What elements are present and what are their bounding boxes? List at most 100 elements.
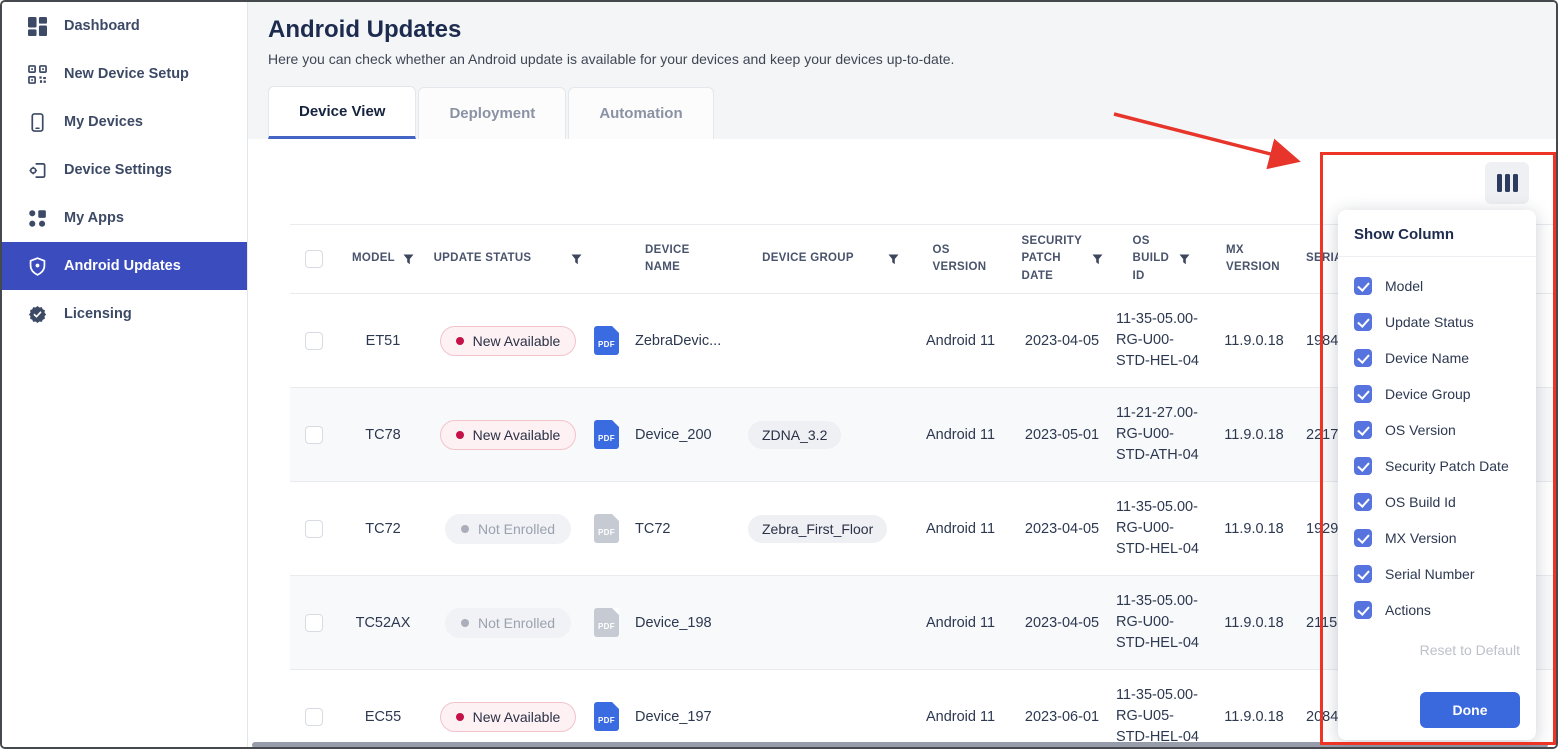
pdf-report-icon[interactable]: PDF [594,420,619,449]
tab-device-view[interactable]: Device View [268,86,417,139]
model-cell: TC78 [365,426,401,443]
status-dot-icon [455,712,464,721]
row-checkbox[interactable] [305,707,323,726]
qr-code-icon [26,63,48,85]
table-row[interactable]: TC78 New Available PDF Device_200 ZDNA_3.… [290,388,1556,482]
column-option-model[interactable]: Model [1354,268,1520,304]
apps-icon [26,207,48,229]
column-option-os-version[interactable]: OS Version [1354,412,1520,448]
status-dot-icon [455,430,464,439]
sidebar-item-my-apps[interactable]: My Apps [2,194,247,242]
column-header-update-status: UPDATE STATUS [433,252,532,265]
device-name-cell[interactable]: TC72 [635,520,671,537]
filter-icon[interactable] [571,254,582,265]
column-option-update-status[interactable]: Update Status [1354,304,1520,340]
os-build-cell: 11-35-05.00-RG-U00-STD-HEL-04 [1116,592,1199,651]
tab-automation[interactable]: Automation [568,87,714,139]
filter-icon[interactable] [1179,254,1190,265]
sidebar-item-device-settings[interactable]: Device Settings [2,146,247,194]
column-option-device-group[interactable]: Device Group [1354,376,1520,412]
phone-icon [26,111,48,133]
status-badge: New Available [439,419,577,450]
column-option-os-build-id[interactable]: OS Build Id [1354,484,1520,520]
checkbox-checked-icon[interactable] [1354,421,1372,439]
reset-to-default-link[interactable]: Reset to Default [1419,642,1520,658]
horizontal-scrollbar[interactable] [252,742,1548,747]
model-cell: TC52AX [355,614,411,631]
checkbox-checked-icon[interactable] [1354,277,1372,295]
tab-bar: Device View Deployment Automation [268,86,716,139]
license-badge-icon [26,303,48,325]
checkbox-checked-icon[interactable] [1354,565,1372,583]
pdf-report-icon[interactable]: PDF [594,702,619,731]
column-header-mx-version: MX VERSION [1226,243,1280,273]
sidebar: Dashboard New Device Setup My Devices De… [2,2,248,747]
checkbox-checked-icon[interactable] [1354,349,1372,367]
row-checkbox[interactable] [305,613,323,632]
patch-date-cell: 2023-06-01 [1024,708,1100,725]
pdf-report-icon[interactable]: PDF [594,326,619,355]
status-dot-icon [460,618,469,627]
mx-version-cell: 11.9.0.18 [1224,708,1284,725]
sidebar-item-android-updates[interactable]: Android Updates [2,242,247,290]
device-name-cell[interactable]: ZebraDevic... [635,332,722,349]
sidebar-item-label: Android Updates [64,258,181,274]
shield-icon [26,255,48,277]
column-option-actions[interactable]: Actions [1354,592,1520,628]
device-name-cell[interactable]: Device_198 [635,614,712,631]
os-build-cell: 11-35-05.00-RG-U05-STD-HEL-04 [1116,686,1199,745]
row-checkbox[interactable] [305,519,323,538]
os-version-cell: Android 11 [925,520,996,537]
done-button[interactable]: Done [1420,692,1520,728]
column-option-device-name[interactable]: Device Name [1354,340,1520,376]
checkbox-checked-icon[interactable] [1354,457,1372,475]
sidebar-item-label: Dashboard [64,18,140,34]
patch-date-cell: 2023-04-05 [1024,520,1100,537]
checkbox-checked-icon[interactable] [1354,529,1372,547]
column-header-model: MODEL [351,252,396,265]
filter-icon[interactable] [888,254,899,265]
status-badge: Not Enrolled [444,607,572,638]
sidebar-item-new-device-setup[interactable]: New Device Setup [2,50,247,98]
checkbox-checked-icon[interactable] [1354,313,1372,331]
filter-icon[interactable] [1092,254,1103,265]
row-checkbox[interactable] [305,425,323,444]
status-dot-icon [460,524,469,533]
model-cell: ET51 [365,332,401,349]
row-checkbox[interactable] [305,331,323,350]
checkbox-checked-icon[interactable] [1354,493,1372,511]
device-group-chip: ZDNA_3.2 [748,420,842,449]
column-header-security-patch: SECURITY PATCH DATE [1021,235,1082,282]
sidebar-item-label: Device Settings [64,162,172,178]
device-gear-icon [26,159,48,181]
sidebar-item-dashboard[interactable]: Dashboard [2,2,247,50]
table-row[interactable]: EC55 New Available PDF Device_197 Android… [290,670,1556,747]
mx-version-cell: 11.9.0.18 [1224,332,1284,349]
patch-date-cell: 2023-05-01 [1024,426,1100,443]
device-name-cell[interactable]: Device_197 [635,708,712,725]
column-option-security-patch-date[interactable]: Security Patch Date [1354,448,1520,484]
os-version-cell: Android 11 [925,332,996,349]
pdf-report-icon: PDF [594,514,619,543]
table-row[interactable]: ET51 New Available PDF ZebraDevic... Andr… [290,294,1556,388]
column-option-serial-number[interactable]: Serial Number [1354,556,1520,592]
column-header-device-group: DEVICE GROUP [762,252,854,265]
pdf-report-icon: PDF [594,608,619,637]
filter-icon[interactable] [403,254,414,265]
column-option-mx-version[interactable]: MX Version [1354,520,1520,556]
tab-deployment[interactable]: Deployment [418,87,567,139]
os-build-cell: 11-35-05.00-RG-U00-STD-HEL-04 [1116,310,1199,369]
status-badge: Not Enrolled [444,513,572,544]
page-subtitle: Here you can check whether an Android up… [268,51,955,67]
panel-title: Show Column [1338,210,1536,257]
sidebar-item-label: Licensing [64,306,132,322]
select-all-checkbox[interactable] [305,250,323,268]
device-name-cell[interactable]: Device_200 [635,426,712,443]
checkbox-checked-icon[interactable] [1354,601,1372,619]
sidebar-item-my-devices[interactable]: My Devices [2,98,247,146]
column-picker-button[interactable] [1485,162,1529,204]
table-row[interactable]: TC72 Not Enrolled PDF TC72 Zebra_First_Fl… [290,482,1556,576]
checkbox-checked-icon[interactable] [1354,385,1372,403]
model-cell: EC55 [364,708,402,725]
sidebar-item-licensing[interactable]: Licensing [2,290,247,338]
